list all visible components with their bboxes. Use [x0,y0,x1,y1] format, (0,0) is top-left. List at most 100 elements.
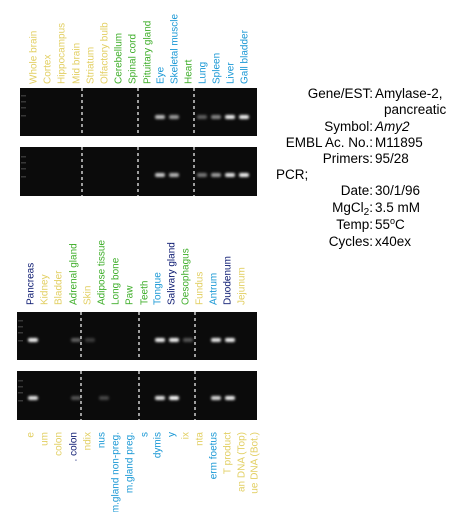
info-label: MgCl2: [332,200,373,218]
lane-label: y [167,432,178,437]
gel-band [183,338,193,342]
gel-band [99,396,109,400]
gels [17,88,257,420]
lane-label: Bladder [54,270,65,305]
gel-band [211,338,221,342]
gel-ladder [18,380,23,382]
lane-label: Hippocampus [57,23,68,84]
lane-label: Adrenal gland [69,243,80,305]
lane-label: Heart [184,59,195,84]
gene-info: Gene/EST: Amylase-2, pancreatic Symbol: … [276,86,447,249]
subscript: 2 [364,207,370,218]
lane-label: erm foetus [209,432,220,479]
gel-band [155,338,165,342]
gel-band [197,115,207,119]
lane-label: Cortex [43,55,54,84]
gel-ladder [21,162,26,164]
superscript: o [390,216,395,226]
lane-label: Pancreas [26,263,37,305]
gel-ladder [21,107,26,109]
lane-label: ix [181,432,192,439]
lane-label: Adipose tissue [97,240,108,305]
lane-label: ue DNA (Bot.) [250,432,261,494]
lane-label: um [40,432,51,446]
gel-band [225,173,235,177]
lane-label: Fundus [195,272,206,305]
lane-label: ndix [83,432,94,450]
info-value: C [395,217,405,232]
info-value: Amylase-2, [375,86,443,101]
lane-label: Tongue [153,272,164,305]
lane-label: Oesophagus [181,248,192,305]
gel-image [17,312,257,360]
gel-band [155,115,165,119]
gel-ladder [18,320,23,322]
lane-label: m.gland non-preg. [111,432,122,512]
gel-band [239,115,249,119]
lane-label: Pituitary gland [143,21,154,84]
gel-ladder [18,386,23,388]
lane-label: Liver [226,62,237,84]
lane-label: Teeth [140,281,151,305]
lane-label: Paw [125,285,136,305]
gel-ladder [21,95,26,97]
gel-band [225,396,235,400]
info-value: 55 [375,217,390,232]
gel-band [169,396,179,400]
gel-ladder [21,115,26,117]
lane-label: Eye [156,66,167,84]
lane-label: Long bone [111,257,122,305]
info-label: Symbol: [324,119,373,134]
gel-ladder [21,176,26,178]
gel-band [71,396,81,400]
gel-ladder [21,101,26,103]
gel-band [28,396,38,400]
info-value: 95/28 [375,151,409,166]
lane-label: Skeletal muscle [170,14,181,84]
lane-label: Gall bladder [240,29,251,84]
info-value: Amy2 [374,119,410,134]
info-label: Gene/EST: [308,86,373,101]
gel-band [71,338,81,342]
gel-image [17,371,257,420]
info-label: Primers: [323,151,373,166]
lane-label: T product [223,432,234,474]
lane-label: Antrum [209,273,220,305]
info-value: 3.5 mM [375,200,420,215]
gel-ladder [18,326,23,328]
lane-label: Striatum [86,47,97,84]
lane-label: Skin [83,286,94,305]
gel-band [85,338,95,342]
info-label: Date: [341,183,373,198]
lane-label: s [140,432,151,437]
info-value: x40ex [375,234,411,249]
gel-ladder [18,340,23,342]
lane-label: Whole brain [29,31,40,84]
lane-label: Olfactory bulb [100,22,111,84]
info-label: PCR; [276,167,308,182]
lane-label: . colon [69,432,80,461]
info-value: 55oC [375,216,405,232]
info-label: Temp: [336,217,373,232]
lane-label: an DNA (Top) [237,432,248,492]
gel-band [225,338,235,342]
lane-label: Mid brain [72,43,83,84]
lane-label: Kidney [40,274,51,305]
gel-band [169,173,179,177]
info-value: M11895 [375,135,423,150]
lane-label: Lung [198,62,209,84]
gel-ladder [18,332,23,334]
gel-band [155,173,165,177]
lane-label: Spleen [212,53,223,84]
lane-label: nus [97,432,108,448]
gel-band [225,115,235,119]
gel-band [169,338,179,342]
info-label: Cycles: [329,234,373,249]
lane-label: Salivary gland [167,242,178,305]
info-value: 30/1/96 [375,183,420,198]
gel-ladder [21,156,26,158]
lane-label: Duodenum [223,256,234,305]
gel-band [28,338,38,342]
lane-label: nta [195,432,206,446]
